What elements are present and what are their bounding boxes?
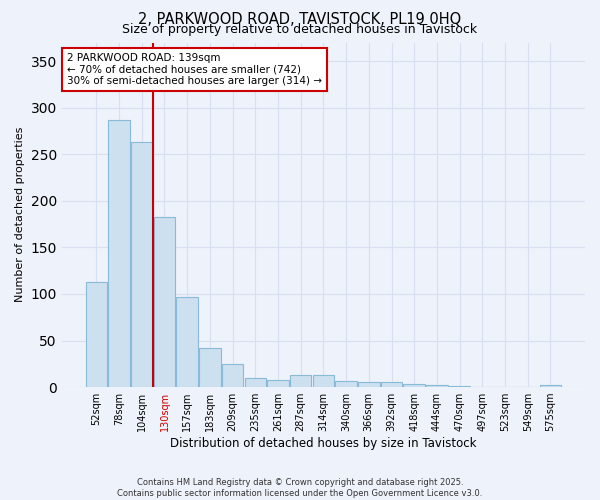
Text: 2 PARKWOOD ROAD: 139sqm
← 70% of detached houses are smaller (742)
30% of semi-d: 2 PARKWOOD ROAD: 139sqm ← 70% of detache… <box>67 53 322 86</box>
Bar <box>539 385 561 387</box>
Bar <box>267 380 289 387</box>
Bar <box>381 382 402 387</box>
Bar <box>403 384 425 387</box>
Text: Size of property relative to detached houses in Tavistock: Size of property relative to detached ho… <box>122 22 478 36</box>
Bar <box>199 348 221 387</box>
Bar <box>426 385 448 387</box>
Bar <box>154 216 175 387</box>
Bar <box>335 380 357 387</box>
Y-axis label: Number of detached properties: Number of detached properties <box>15 127 25 302</box>
Text: Contains HM Land Registry data © Crown copyright and database right 2025.
Contai: Contains HM Land Registry data © Crown c… <box>118 478 482 498</box>
Bar <box>290 375 311 387</box>
Bar <box>176 296 198 387</box>
Bar <box>449 386 470 387</box>
Bar <box>86 282 107 387</box>
X-axis label: Distribution of detached houses by size in Tavistock: Distribution of detached houses by size … <box>170 437 476 450</box>
Text: 2, PARKWOOD ROAD, TAVISTOCK, PL19 0HQ: 2, PARKWOOD ROAD, TAVISTOCK, PL19 0HQ <box>139 12 461 28</box>
Bar <box>245 378 266 387</box>
Bar <box>358 382 380 387</box>
Bar <box>131 142 152 387</box>
Bar <box>313 375 334 387</box>
Bar <box>222 364 244 387</box>
Bar <box>108 120 130 387</box>
